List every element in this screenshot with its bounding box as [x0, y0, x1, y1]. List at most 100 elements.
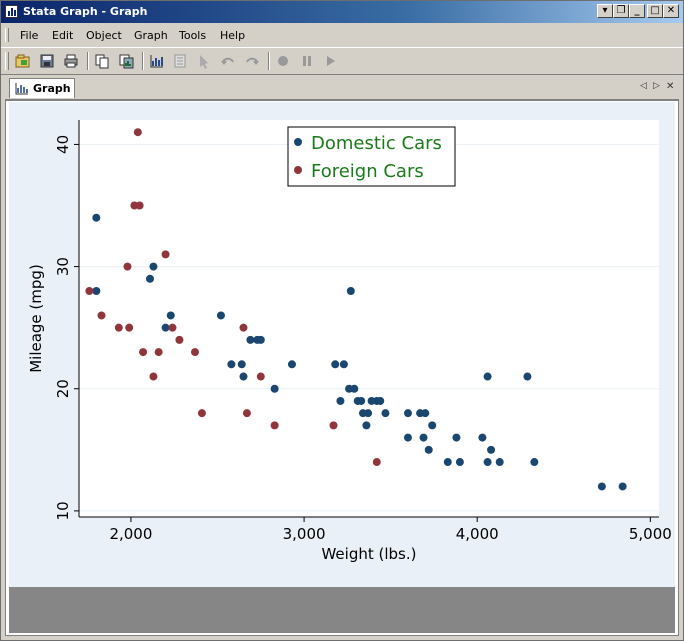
data-point	[452, 433, 461, 442]
data-point	[237, 360, 246, 369]
scatter-chart: 10 20 30 40 2,000 3,000 4,000 5,000 Weight (lbs.…	[27, 120, 672, 563]
record-icon[interactable]	[275, 53, 291, 69]
legend-marker	[294, 166, 302, 174]
data-point	[339, 360, 348, 369]
toolbar-separator	[268, 52, 270, 70]
data-point	[168, 323, 177, 332]
data-point	[227, 360, 236, 369]
data-point	[133, 128, 142, 137]
graph-copy-icon[interactable]	[118, 53, 134, 69]
data-point	[381, 409, 390, 418]
data-point	[331, 360, 340, 369]
y-tick-label: 30	[54, 257, 72, 276]
menu-edit[interactable]: Edit	[52, 29, 74, 42]
data-point	[85, 287, 94, 296]
tab-graph-label: Graph	[33, 82, 71, 95]
data-point	[523, 372, 532, 381]
dropdown-icon[interactable]: ▾	[597, 4, 613, 18]
data-point	[403, 409, 412, 418]
pointer-icon[interactable]	[196, 53, 212, 69]
restore-icon[interactable]: ❐	[613, 4, 629, 18]
data-point	[483, 458, 492, 467]
save-icon[interactable]	[39, 53, 55, 69]
data-point	[478, 433, 487, 442]
menu-help[interactable]: Help	[220, 29, 246, 42]
menu-file[interactable]: File	[20, 29, 39, 42]
data-point	[362, 421, 371, 430]
menu-bar: File Edit Object Graph Tools Help	[1, 25, 683, 45]
data-point	[421, 409, 430, 418]
data-point	[154, 348, 163, 357]
copy-icon[interactable]	[94, 53, 110, 69]
data-point	[336, 396, 345, 405]
data-point	[135, 201, 144, 210]
undo-icon[interactable]	[220, 53, 236, 69]
menu-tools[interactable]: Tools	[179, 29, 207, 42]
tab-strip: Graph ◁ ▷ ✕	[5, 77, 679, 100]
graph-region: 10 20 30 40 2,000 3,000 4,000 5,000 Weight (lbs.…	[9, 102, 675, 587]
graph-editor-icon[interactable]	[149, 53, 165, 69]
title-bar[interactable]: Stata Graph - Graph ▾ ❐ _ □ ✕	[1, 1, 683, 23]
data-point	[329, 421, 338, 430]
data-point	[372, 458, 381, 467]
menu-graph[interactable]: Graph	[134, 29, 168, 42]
data-point	[618, 482, 627, 491]
data-point	[346, 287, 355, 296]
data-point	[197, 409, 206, 418]
y-axis-label: Mileage (mpg)	[27, 264, 45, 373]
data-point	[114, 323, 123, 332]
graph-footer-band	[9, 587, 675, 633]
maximize-button[interactable]: □	[647, 4, 663, 18]
data-point	[191, 348, 199, 357]
x-tick-label: 2,000	[109, 525, 152, 543]
play-icon[interactable]	[322, 53, 338, 69]
close-tab-icon[interactable]: ✕	[666, 81, 675, 92]
minimize-button[interactable]: _	[629, 4, 645, 18]
legend-label: Foreign Cars	[311, 161, 424, 182]
tab-graph[interactable]: Graph	[9, 78, 75, 98]
data-point	[483, 372, 492, 381]
window-title: Stata Graph - Graph	[23, 5, 148, 18]
graph-pane: 10 20 30 40 2,000 3,000 4,000 5,000 Weight (lbs.…	[5, 100, 679, 636]
toolbar	[1, 47, 683, 75]
close-button[interactable]: ✕	[663, 4, 679, 18]
data-point	[597, 482, 606, 491]
data-point	[419, 433, 428, 442]
print-icon[interactable]	[63, 53, 79, 69]
scroll-left-icon[interactable]: ◁	[640, 81, 647, 91]
pause-icon[interactable]	[299, 53, 315, 69]
data-point	[455, 458, 464, 467]
data-point	[256, 372, 265, 381]
data-point	[239, 372, 248, 381]
menu-grip[interactable]	[5, 28, 9, 42]
scroll-right-icon[interactable]: ▷	[653, 81, 660, 91]
data-point	[403, 433, 412, 442]
open-icon[interactable]	[15, 53, 31, 69]
graph-tab-icon	[15, 83, 28, 95]
data-point	[424, 445, 433, 454]
toolbar-grip[interactable]	[5, 52, 9, 70]
data-point	[364, 409, 373, 418]
data-point	[239, 323, 248, 332]
toolbar-separator	[142, 52, 144, 70]
data-point	[139, 348, 148, 357]
data-point	[487, 445, 496, 454]
data-point	[145, 274, 154, 283]
redo-icon[interactable]	[244, 53, 260, 69]
y-tick-label: 10	[54, 501, 72, 520]
data-point	[92, 213, 101, 222]
data-point	[166, 311, 175, 320]
data-point	[287, 360, 296, 369]
y-tick-label: 20	[54, 379, 72, 398]
menu-object[interactable]: Object	[86, 29, 122, 42]
data-point	[92, 287, 101, 296]
data-point	[443, 458, 452, 467]
data-point	[530, 458, 539, 467]
data-point	[256, 335, 265, 344]
x-tick-label: 5,000	[629, 525, 672, 543]
data-point	[246, 335, 255, 344]
data-point	[161, 250, 170, 259]
data-point	[495, 458, 504, 467]
legend-label: Domestic Cars	[311, 133, 442, 154]
browser-icon[interactable]	[172, 53, 188, 69]
